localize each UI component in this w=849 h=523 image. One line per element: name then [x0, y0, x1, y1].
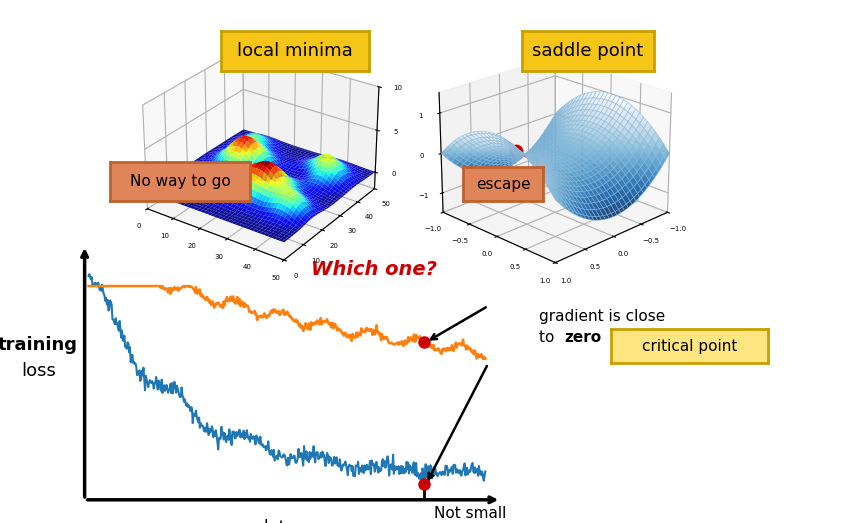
Text: escape: escape — [475, 177, 531, 192]
Text: to: to — [539, 330, 559, 345]
Text: zero: zero — [565, 330, 602, 345]
Text: local minima: local minima — [237, 42, 353, 60]
Text: loss: loss — [20, 362, 56, 380]
Text: training: training — [0, 336, 78, 354]
Text: Not small
enough: Not small enough — [434, 506, 506, 523]
Text: gradient is close: gradient is close — [539, 309, 666, 324]
Text: saddle point: saddle point — [532, 42, 644, 60]
Text: Which one?: Which one? — [311, 260, 436, 279]
Text: critical point: critical point — [642, 339, 738, 354]
Text: updates: updates — [238, 519, 306, 523]
Text: No way to go: No way to go — [130, 174, 231, 189]
